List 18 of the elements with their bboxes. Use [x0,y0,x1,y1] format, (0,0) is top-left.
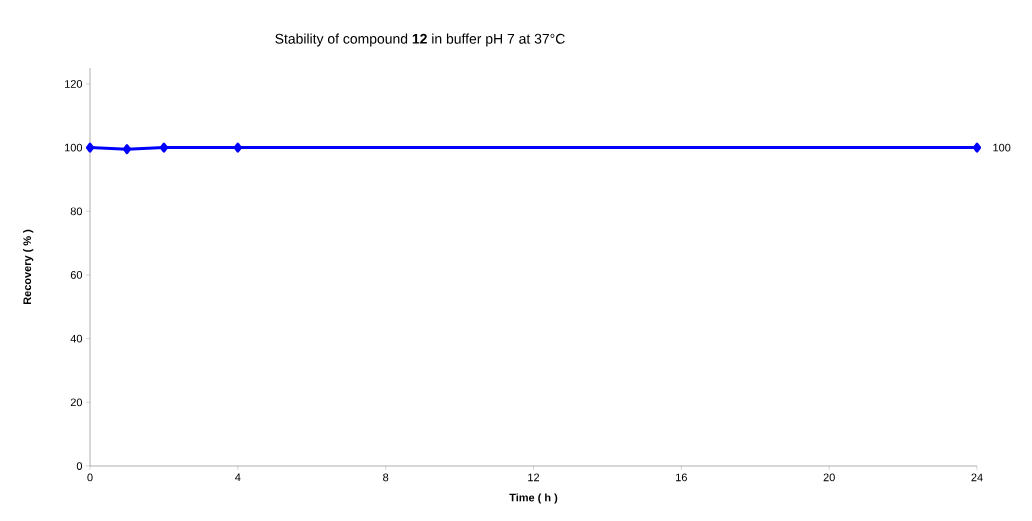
x-tick-label: 24 [971,473,983,482]
x-tick-label: 0 [87,473,93,482]
x-tick-label: 8 [383,473,389,482]
y-tick-label: 100 [65,143,83,152]
chart-title: Stability of compound 12 in buffer pH 7 at 37°C [275,33,565,47]
x-tick-label: 16 [676,473,687,482]
y-tick-label: 120 [65,80,83,88]
y-axis-title: Recovery ( % ) [23,229,34,305]
x-tick-label: 20 [823,473,835,482]
y-tick-label: 80 [70,207,83,216]
y-tick-label: 40 [70,334,83,343]
y-tick-label: 20 [70,398,83,407]
annotation: 100 [993,143,1011,152]
y-tick-label: 60 [70,271,83,279]
x-tick-label: 4 [235,473,241,482]
x-axis-title: Time ( h ) [509,493,558,504]
y-tick-label: 0 [76,462,83,470]
x-tick-label: 12 [528,473,540,482]
